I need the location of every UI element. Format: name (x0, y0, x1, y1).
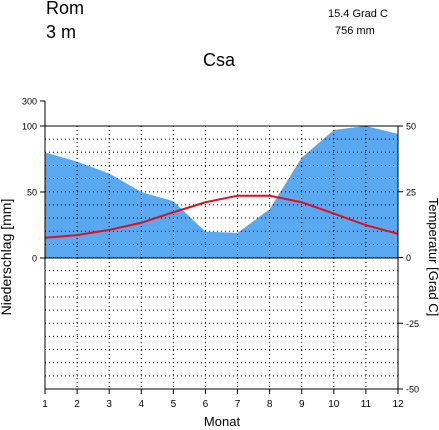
station-name: Rom (46, 0, 85, 18)
tick-label-x: 8 (267, 399, 273, 410)
temperature-line (44, 194, 399, 239)
tick-label-x: 2 (74, 399, 80, 410)
tick-label-x: 12 (392, 399, 404, 410)
tick-label-left: 300 (22, 97, 37, 107)
tick-label-left: 0 (32, 254, 37, 264)
mean-temperature: 15.4 Grad C (328, 8, 388, 20)
tick-label-x: 4 (138, 399, 144, 410)
grid-lines (45, 126, 398, 389)
tick-label-left: 50 (27, 188, 37, 198)
y-axis-right-label: Temperatur [Grad C] (426, 198, 439, 317)
tick-label-x: 10 (328, 399, 340, 410)
tick-label-x: 9 (299, 399, 305, 410)
tick-label-x: 11 (361, 399, 372, 410)
tick-label-right: 25 (406, 187, 416, 197)
x-axis-label: Monat (204, 414, 241, 429)
tick-label-left: 100 (22, 122, 37, 132)
tick-label-x: 5 (171, 399, 177, 410)
tick-label-right: -25 (406, 319, 419, 329)
tick-label-x: 6 (203, 399, 209, 410)
tick-label-x: 1 (42, 399, 48, 410)
station-elevation: 3 m (46, 22, 77, 42)
tick-label-x: 7 (235, 399, 241, 410)
tick-label-right: 0 (406, 253, 411, 263)
annual-precipitation: 756 mm (335, 25, 375, 37)
climate-classification: Csa (203, 50, 236, 70)
tick-label-right: -50 (406, 385, 419, 395)
tick-label-x: 3 (106, 399, 112, 410)
y-axis-left-label: Niederschlag [mm] (0, 199, 14, 316)
tick-label-right: 50 (406, 122, 416, 132)
